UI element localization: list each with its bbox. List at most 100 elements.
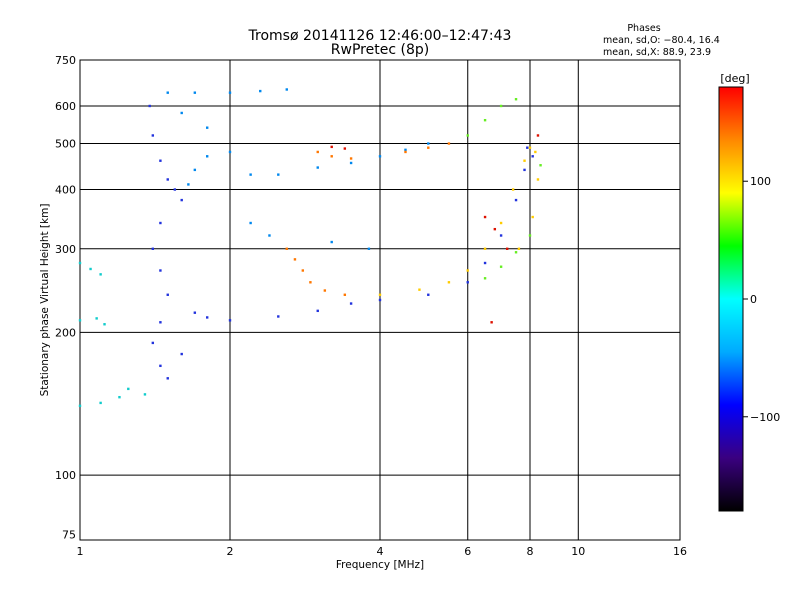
scatter-point [483, 118, 487, 122]
scatter-point [378, 298, 382, 302]
scatter-point [330, 145, 333, 149]
scatter-point [528, 146, 532, 149]
y-axis-label: Stationary phase Virtual Height [km] [39, 204, 51, 397]
scatter-point [180, 352, 183, 356]
scatter-point [193, 91, 197, 94]
scatter-point [118, 395, 121, 399]
stats-heading: Phases [627, 23, 660, 34]
scatter-point [205, 316, 209, 319]
y-tick-label: 600 [55, 100, 76, 113]
scatter-point [143, 393, 147, 396]
scatter-point [78, 404, 82, 408]
scatter-point [349, 161, 353, 165]
scatter-point [166, 377, 169, 380]
scatter-point [316, 309, 319, 313]
scatter-point [95, 317, 98, 320]
scatter-point [483, 215, 487, 219]
scatter-point [517, 247, 521, 250]
scatter-point [466, 269, 469, 272]
x-tick-label: 2 [227, 545, 234, 558]
scatter-point [103, 323, 106, 326]
x-tick-label: 6 [464, 545, 471, 558]
scatter-point [127, 387, 130, 391]
scatter-point [180, 198, 183, 202]
x-axis-ticks: 1 2 4 6 8 10 16 [77, 545, 688, 558]
scatter-point [330, 240, 333, 244]
scatter-point [205, 126, 209, 129]
scatter-point [534, 150, 537, 154]
colorbar-tick-label: −100 [750, 411, 780, 424]
y-tick-label: 100 [55, 469, 76, 482]
colorbar-ticks: 100 0 −100 [743, 175, 780, 424]
scatter-point [511, 188, 515, 191]
scatter-point [205, 155, 209, 158]
scatter-point [268, 234, 271, 237]
scatter-point [187, 183, 190, 186]
scatter-point [514, 98, 518, 101]
stats-line-x: mean, sd,X: 88.9, 23.9 [603, 47, 711, 58]
scatter-point [466, 281, 469, 284]
scatter-point [367, 247, 371, 250]
x-tick-label: 10 [571, 545, 585, 558]
scatter-point [404, 148, 407, 152]
y-tick-label: 200 [55, 326, 76, 339]
scatter-point [528, 234, 532, 237]
scatter-point [349, 302, 353, 305]
scatter-point [447, 281, 451, 284]
data-points [78, 88, 542, 408]
scatter-point [526, 146, 529, 149]
scatter-point [159, 364, 162, 368]
scatter-point [343, 293, 347, 296]
x-axis-label: Frequency [MHz] [336, 559, 424, 571]
scatter-point [166, 293, 169, 296]
scatter-point [173, 188, 177, 191]
x-tick-label: 1 [77, 545, 84, 558]
scatter-point [228, 319, 232, 322]
scatter-point [228, 150, 232, 154]
plot-area: 1 2 4 6 8 10 16 75 100 200 300 400 500 600 750 [55, 54, 687, 558]
scatter-point [293, 258, 297, 261]
scatter-point [499, 221, 503, 225]
y-tick-label: 300 [55, 243, 76, 256]
scatter-point [159, 321, 162, 324]
scatter-point [378, 293, 382, 296]
scatter-point [531, 215, 534, 219]
scatter-point [483, 261, 487, 265]
y-axis-ticks: 75 100 200 300 400 500 600 750 [55, 54, 76, 541]
scatter-point [228, 91, 232, 94]
scatter-point [249, 221, 252, 225]
scatter-point [193, 168, 197, 172]
scatter-point [259, 89, 262, 93]
stats-line-o: mean, sd,O: −80.4, 16.4 [603, 35, 720, 46]
scatter-point [499, 234, 503, 237]
scatter-point [539, 164, 542, 167]
scatter-point [349, 157, 353, 160]
scatter-point [418, 288, 421, 291]
colorbar-label: [deg] [720, 72, 749, 85]
scatter-point [499, 265, 503, 268]
x-tick-label: 4 [377, 545, 384, 558]
scatter-point [499, 104, 503, 108]
scatter-point [490, 321, 493, 324]
scatter-point [309, 281, 312, 284]
scatter-point [277, 173, 280, 176]
scatter-point [378, 155, 382, 158]
scatter-point [249, 173, 252, 176]
x-tick-label: 16 [673, 545, 687, 558]
scatter-point [166, 91, 169, 94]
y-tick-label: 750 [55, 54, 76, 67]
scatter-point [301, 269, 305, 272]
scatter-point [166, 178, 169, 181]
scatter-point [427, 293, 430, 296]
scatter-point [427, 142, 430, 145]
scatter-point [285, 247, 288, 250]
scatter-point [323, 289, 327, 292]
scatter-point [151, 341, 155, 345]
scatter-point [78, 261, 82, 265]
scatter-point [193, 311, 197, 314]
scatter-point [148, 104, 151, 108]
scatter-point [151, 247, 155, 250]
scatter-point [514, 251, 518, 254]
scatter-point [343, 147, 347, 150]
